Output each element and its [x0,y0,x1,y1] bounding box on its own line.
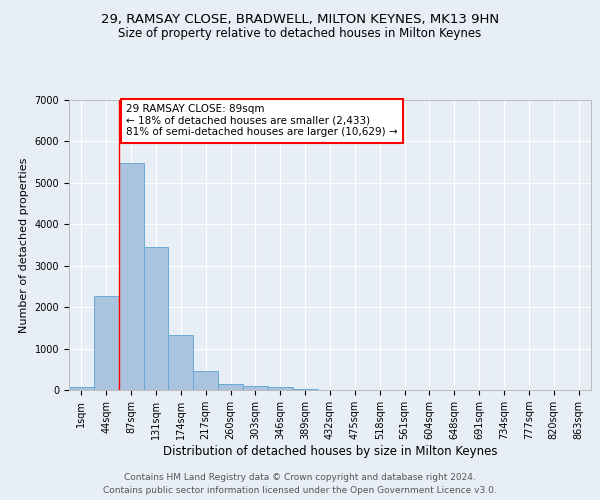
Bar [268,388,293,390]
Text: Contains HM Land Registry data © Crown copyright and database right 2024.
Contai: Contains HM Land Registry data © Crown c… [103,474,497,495]
Y-axis label: Number of detached properties: Number of detached properties [19,158,29,332]
Bar [169,336,193,390]
Text: Size of property relative to detached houses in Milton Keynes: Size of property relative to detached ho… [118,28,482,40]
X-axis label: Distribution of detached houses by size in Milton Keynes: Distribution of detached houses by size … [163,445,497,458]
Bar [218,384,243,390]
Text: 29 RAMSAY CLOSE: 89sqm
← 18% of detached houses are smaller (2,433)
81% of semi-: 29 RAMSAY CLOSE: 89sqm ← 18% of detached… [126,104,398,138]
Bar [193,370,218,390]
Bar [69,387,94,390]
Bar [293,388,317,390]
Bar [143,247,169,390]
Bar [243,386,268,390]
Text: 29, RAMSAY CLOSE, BRADWELL, MILTON KEYNES, MK13 9HN: 29, RAMSAY CLOSE, BRADWELL, MILTON KEYNE… [101,12,499,26]
Bar [119,163,143,390]
Bar [94,296,119,390]
